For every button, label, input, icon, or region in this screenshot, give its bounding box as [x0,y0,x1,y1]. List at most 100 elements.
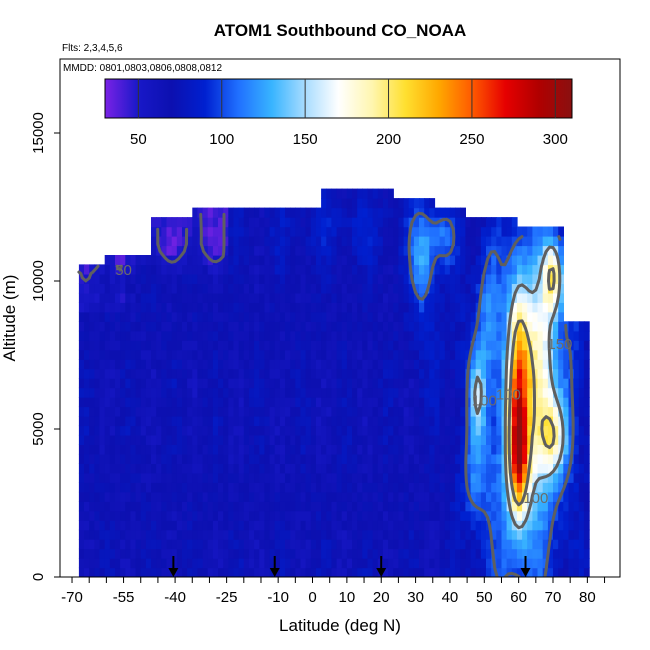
heatmap-cell [419,558,425,569]
heatmap-cell [542,397,549,408]
heatmap-cell [377,330,384,341]
colorbar-tick-label: 250 [459,131,484,148]
heatmap-cell [398,349,405,360]
heatmap-cell [264,548,271,559]
heatmap-cell [145,302,152,313]
heatmap-cell [120,349,126,360]
heatmap-cell [346,387,353,398]
heatmap-cell [336,188,343,199]
heatmap-cell [182,349,188,360]
heatmap-cell [352,406,358,417]
heatmap-cell [439,539,446,550]
heatmap-cell [429,406,436,417]
heatmap-cell [403,321,410,332]
heatmap-cell [367,207,374,218]
heatmap-cell [449,207,456,218]
heatmap-cell [156,311,162,322]
heatmap-cell [326,217,333,228]
heatmap-cell [212,226,219,237]
heatmap-cell [171,292,178,303]
heatmap-cell [377,472,384,483]
heatmap-cell [398,472,405,483]
heatmap-cell [310,520,317,531]
heatmap-cell [480,283,487,294]
heatmap-cell [228,472,235,483]
flight-marker-arrowhead [168,568,179,577]
heatmap-cell [140,340,147,351]
heatmap-cell [393,444,400,455]
heatmap-cell [202,264,209,275]
heatmap-cell [171,264,178,275]
heatmap-cell [197,255,204,266]
heatmap-cell [511,236,518,247]
heatmap-cell [321,368,327,379]
heatmap-cell [130,453,137,464]
heatmap-cell [403,425,410,436]
heatmap-cell [362,236,369,247]
heatmap-cell [78,491,85,502]
heatmap-cell [264,425,271,436]
heatmap-cell [372,245,379,256]
heatmap-cell [176,529,183,540]
heatmap-cell [243,302,250,313]
heatmap-cell [372,349,379,360]
heatmap-cell [264,302,271,313]
heatmap-cell [419,529,425,540]
heatmap-cell [357,539,363,550]
heatmap-cell [156,292,162,303]
heatmap-cell [357,264,363,275]
heatmap-cell [259,349,266,360]
heatmap-cell [455,510,461,521]
heatmap-cell [156,340,162,351]
heatmap-cell [475,217,482,228]
heatmap-cell [274,226,281,237]
heatmap-cell [434,349,441,360]
heatmap-cell [290,463,296,474]
heatmap-cell [434,302,441,313]
heatmap-cell [316,425,322,436]
heatmap-cell [382,330,389,341]
heatmap-cell [460,548,466,559]
heatmap-cell [372,520,379,531]
heatmap-cell [583,397,590,408]
heatmap-cell [449,434,456,445]
heatmap-cell [336,387,343,398]
heatmap-cell [496,434,503,445]
heatmap-cell [388,273,394,284]
heatmap-cell [243,425,250,436]
heatmap-cell [259,292,266,303]
heatmap-cell [223,463,229,474]
heatmap-cell [259,567,266,577]
heatmap-cell [285,453,291,464]
heatmap-cell [156,548,162,559]
heatmap-cell [346,482,353,493]
heatmap-cell [424,558,430,569]
heatmap-cell [321,359,327,370]
heatmap-cell [94,321,101,332]
heatmap-cell [362,558,369,569]
heatmap-cell [274,217,281,228]
heatmap-cell [89,416,95,427]
heatmap-cell [372,501,379,512]
heatmap-cell [516,482,523,493]
heatmap-cell [460,321,466,332]
heatmap-cell [249,539,255,550]
heatmap-cell [367,406,374,417]
heatmap-cell [223,226,229,237]
heatmap-cell [413,501,420,512]
heatmap-cell [372,321,379,332]
heatmap-cell [460,434,466,445]
heatmap-cell [398,340,405,351]
heatmap-cell [295,482,302,493]
heatmap-cell [573,387,580,398]
heatmap-cell [341,217,348,228]
heatmap-cell [285,397,291,408]
heatmap-cell [192,558,199,569]
heatmap-cell [78,425,85,436]
heatmap-cell [372,387,379,398]
heatmap-cell [109,368,116,379]
heatmap-cell [197,463,204,474]
heatmap-cell [249,264,255,275]
heatmap-cell [151,387,157,398]
heatmap-cell [429,520,436,531]
